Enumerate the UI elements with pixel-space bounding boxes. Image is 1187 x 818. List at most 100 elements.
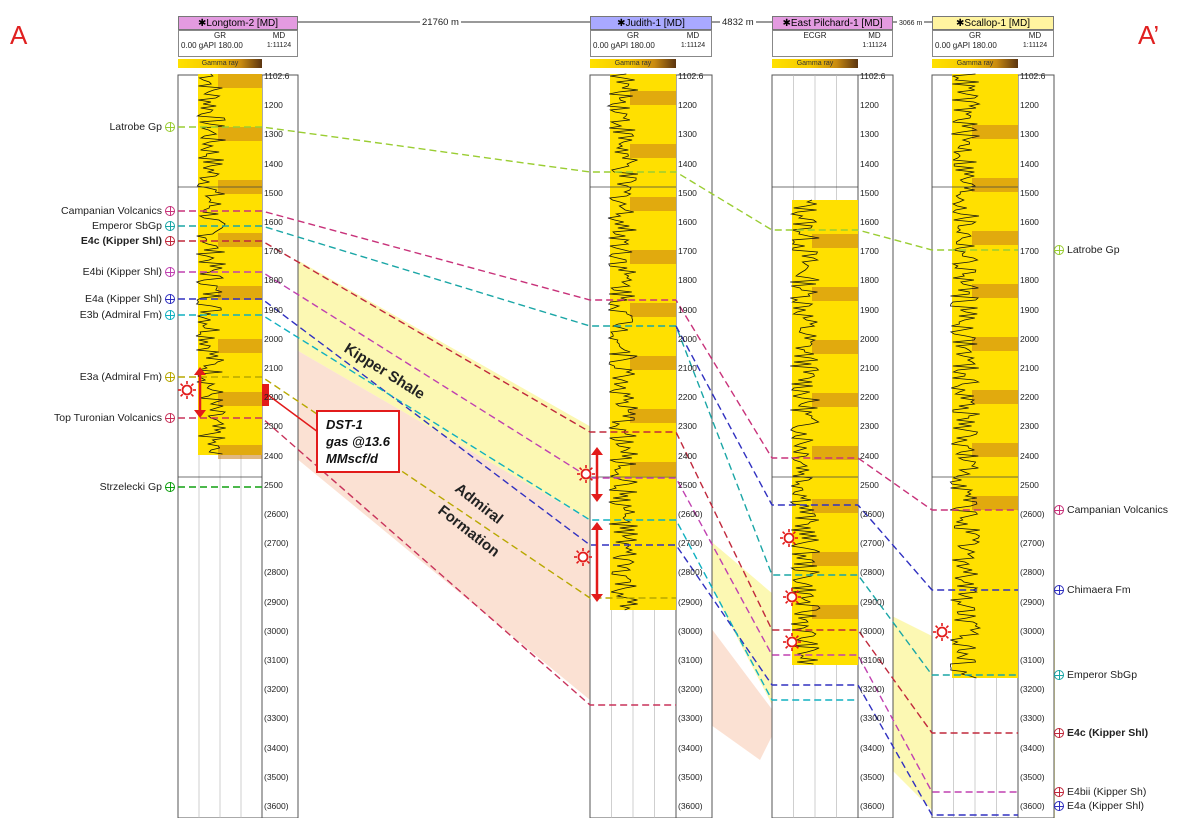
depth-tick: (3200) <box>860 684 885 695</box>
depth-tick: 1600 <box>264 217 283 227</box>
horizon-marker-icon <box>165 122 175 133</box>
depth-tick: (3500) <box>264 771 289 782</box>
well-scale-0: GR MD 0.00 gAPI 180.00 1:11124 <box>178 30 298 57</box>
horizon-marker-icon <box>165 221 175 232</box>
lith-band <box>972 178 1018 192</box>
depth-tick: 1600 <box>678 217 697 227</box>
depth-tick: (3400) <box>1020 742 1045 753</box>
well-scale-3: GR MD 0.00 gAPI 180.00 1:11124 <box>932 30 1054 57</box>
depth-tick: 1500 <box>678 187 697 198</box>
depth-tick: 2500 <box>678 479 697 490</box>
pay-arrow-head-bottom <box>591 494 603 502</box>
dst-annotation-box: DST-1 gas @13.6 MMscf/d <box>316 410 400 473</box>
depth-tick: (2600) <box>860 509 885 519</box>
depth-tick: 2100 <box>860 363 879 373</box>
gas-show-ray <box>589 477 593 481</box>
depth-tick: 2500 <box>264 479 283 490</box>
depth-tick: 2300 <box>264 421 283 432</box>
depth-tick: (3600) <box>860 801 885 811</box>
lith-band <box>972 337 1018 351</box>
lith-band <box>972 390 1018 404</box>
horizon-marker-icon <box>165 413 175 424</box>
left-horizon-label: Strzelecki Gp <box>100 481 178 493</box>
gas-show-ray <box>795 635 799 639</box>
left-horizon-label: Emperor SbGp <box>92 220 178 232</box>
correlation-line-4 <box>178 271 1018 793</box>
depth-tick: 1800 <box>1020 275 1039 286</box>
well-title-1: ✱Judith-1 [MD] <box>590 16 712 30</box>
horizon-marker-icon <box>1054 801 1064 812</box>
lith-band <box>218 339 262 353</box>
left-horizon-label: Latrobe Gp <box>109 121 178 133</box>
right-horizon-label: E4a (Kipper Shl) <box>1054 800 1144 812</box>
gas-show-ray <box>782 531 786 535</box>
depth-tick: (3300) <box>860 713 885 724</box>
gas-show-ray <box>935 635 939 639</box>
correlation-line-10 <box>675 325 1018 591</box>
depth-tick: (3000) <box>1020 625 1045 636</box>
depth-tick: 1300 <box>678 129 697 140</box>
depth-tick: (2600) <box>678 509 703 519</box>
depth-tick: (2900) <box>264 596 289 607</box>
gas-show-icon <box>577 551 589 563</box>
depth-tick: (3500) <box>860 771 885 782</box>
gas-show-ray <box>785 635 789 639</box>
depth-tick: 1200 <box>264 100 283 111</box>
depth-tick: 1400 <box>264 158 283 169</box>
depth-tick: 1800 <box>264 275 283 286</box>
correlation-line-3 <box>178 298 1018 816</box>
pay-arrow-head-bottom <box>194 410 206 418</box>
depth-tick: 1800 <box>860 275 879 286</box>
depth-tick: 1400 <box>860 158 879 169</box>
horizon-marker-icon <box>1054 670 1064 681</box>
depth-tick: (3400) <box>678 742 703 753</box>
right-horizon-label: Latrobe Gp <box>1054 244 1120 256</box>
lith-band <box>218 286 262 300</box>
dst-rate: gas @13.6 <box>326 434 390 449</box>
horizon-marker-icon <box>1054 245 1064 256</box>
gamma-ray-bar-3: Gamma ray <box>932 59 1018 68</box>
depth-tick: 2400 <box>678 450 697 461</box>
gas-show-icon <box>181 384 193 396</box>
gas-show-ray <box>945 635 949 639</box>
horizon-marker-icon <box>165 310 175 321</box>
gas-show-ray <box>589 467 593 471</box>
depth-tick: 2100 <box>678 363 697 373</box>
gr-log-curve-0 <box>195 73 226 455</box>
lith-band <box>630 462 676 476</box>
horizon-marker-icon <box>165 236 175 247</box>
depth-tick: (3000) <box>678 625 703 636</box>
depth-tick: 1500 <box>1020 187 1039 198</box>
depth-tick: 2000 <box>1020 333 1039 344</box>
depth-tick: 1400 <box>1020 158 1039 169</box>
spacing-1: 21760 m <box>420 17 461 28</box>
gamma-fill-3 <box>952 74 1018 678</box>
gas-show-ray <box>795 590 799 594</box>
dst-interval-marker <box>262 384 269 406</box>
depth-tick: 1700 <box>678 246 697 257</box>
depth-tick: 1700 <box>1020 246 1039 257</box>
lith-band <box>630 250 676 264</box>
right-horizon-label: Emperor SbGp <box>1054 669 1137 681</box>
gas-show-ray <box>795 600 799 604</box>
gas-show-ray <box>576 560 580 564</box>
depth-tick: (3400) <box>860 742 885 753</box>
dst-leader-line <box>267 394 319 433</box>
md-track-0 <box>261 74 299 818</box>
depth-tick: (2600) <box>264 509 289 519</box>
horizon-marker-icon <box>165 206 175 217</box>
depth-tick: (3100) <box>264 655 289 665</box>
gr-log-curve-2 <box>789 199 821 665</box>
left-horizon-label: E4bi (Kipper Shl) <box>83 266 178 278</box>
left-horizon-label: Top Turonian Volcanics <box>54 412 178 424</box>
depth-tick: 2200 <box>1020 392 1039 403</box>
depth-tick: (2700) <box>264 538 289 549</box>
spacing-2: 4832 m <box>720 17 756 28</box>
gr-log-curve-3 <box>949 73 982 679</box>
well-scale-1: GR MD 0.00 gAPI 180.00 1:11124 <box>590 30 712 57</box>
lith-band <box>972 231 1018 245</box>
right-horizon-label: Chimaera Fm <box>1054 584 1131 596</box>
depth-tick: 1900 <box>860 304 879 315</box>
gas-show-icon <box>786 591 798 603</box>
